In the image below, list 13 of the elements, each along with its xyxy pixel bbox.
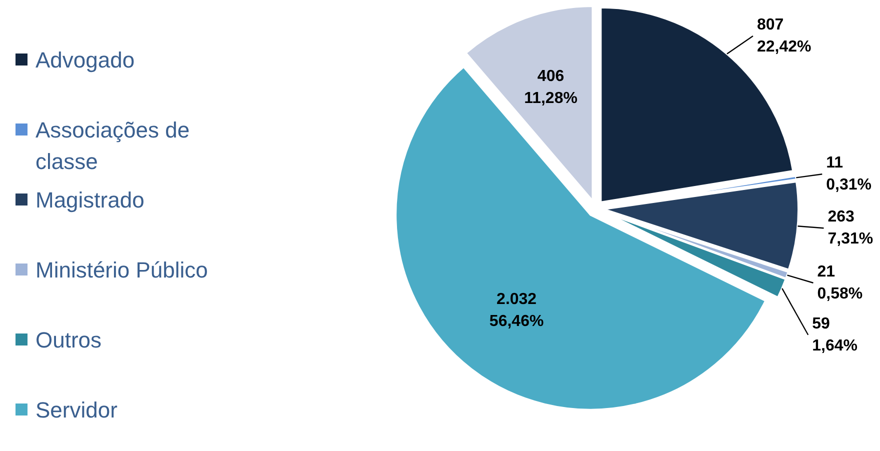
data-label: 59 1,64% — [812, 315, 858, 354]
legend-label: Outros — [36, 328, 102, 352]
data-label: 406 11,28% — [524, 68, 578, 108]
data-label: 2.032 56,46% — [489, 290, 544, 330]
data-label: 11 0,31% — [826, 154, 872, 194]
legend-label: Ministério Público — [36, 258, 208, 282]
legend-label: Advogado — [36, 48, 135, 72]
legend-label: Servidor — [36, 398, 118, 422]
legend-label: Associações de classe — [36, 118, 190, 174]
data-label: 263 7,31% — [828, 208, 874, 248]
data-label: 807 22,42% — [756, 16, 812, 56]
data-label: 21 0,58% — [817, 263, 863, 302]
legend-label: Magistrado — [36, 188, 144, 212]
